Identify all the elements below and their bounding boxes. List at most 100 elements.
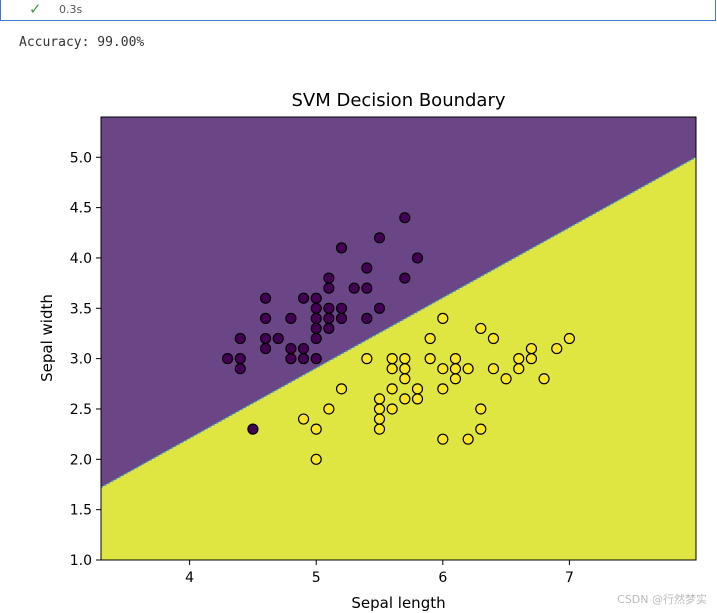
data-point-class-1: [297, 413, 310, 425]
y-tick-label: 1.5: [70, 503, 92, 519]
data-point-class-1: [437, 363, 449, 375]
data-point-class-1: [335, 383, 348, 395]
data-point-class-1: [411, 393, 424, 405]
decision-boundary-line: [101, 156, 696, 489]
svm-decision-chart: SVM Decision Boundary 4 5 6 7 1.0 1.5 2.0 2.5 3…: [38, 90, 697, 612]
check-icon: ✓: [29, 0, 42, 18]
data-point-class-1: [513, 363, 525, 375]
data-point-class-0: [285, 353, 297, 365]
y-axis: 1.0 1.5 2.0 2.5 3.0 3.5 4.0 4.5 5.0: [70, 150, 101, 569]
x-axis: 4 5 6 7: [185, 560, 574, 586]
x-axis-label: Sepal length: [351, 594, 445, 612]
data-point-class-1: [424, 353, 436, 365]
data-point-class-0: [323, 282, 335, 294]
cell-status-bar: ✓ 0.3s: [0, 0, 716, 21]
data-point-class-0: [247, 423, 259, 435]
scatter-points: [221, 212, 576, 465]
data-point-class-0: [285, 312, 297, 324]
data-point-class-0: [361, 282, 373, 294]
data-point-class-1: [386, 383, 398, 395]
data-point-class-1: [551, 342, 563, 355]
y-tick-label: 5.0: [70, 150, 92, 166]
x-tick-label: 5: [312, 570, 321, 586]
x-tick-label: 6: [438, 570, 447, 586]
data-point-class-1: [449, 353, 462, 365]
data-point-class-0: [348, 282, 360, 294]
data-point-class-1: [411, 383, 424, 395]
data-point-class-1: [462, 363, 474, 375]
data-point-class-0: [335, 312, 348, 324]
data-point-class-1: [424, 332, 436, 345]
data-point-class-0: [272, 332, 284, 345]
accuracy-output: Accuracy: 99.00%: [19, 35, 145, 50]
data-point-class-0: [297, 342, 310, 355]
data-point-class-1: [386, 363, 398, 375]
data-point-class-0: [399, 212, 411, 224]
data-point-class-1: [310, 423, 322, 435]
data-point-class-0: [221, 353, 234, 365]
data-point-class-0: [297, 353, 310, 365]
data-point-class-0: [259, 332, 272, 345]
y-tick-label: 3.0: [70, 352, 92, 368]
data-point-class-0: [310, 312, 322, 324]
data-point-class-1: [462, 433, 474, 445]
data-point-class-0: [323, 322, 335, 335]
y-tick-label: 4.0: [70, 251, 92, 267]
data-point-class-1: [399, 353, 411, 365]
data-point-class-0: [323, 272, 335, 284]
data-point-class-1: [487, 332, 500, 345]
data-point-class-0: [285, 342, 297, 355]
data-point-class-1: [513, 353, 525, 365]
data-point-class-1: [437, 312, 449, 324]
y-tick-label: 2.5: [70, 402, 92, 418]
data-point-class-0: [399, 272, 411, 284]
data-point-class-0: [373, 232, 386, 244]
data-point-class-1: [475, 423, 487, 435]
data-point-class-1: [386, 403, 398, 415]
data-point-class-1: [563, 332, 576, 345]
data-point-class-1: [399, 373, 411, 385]
x-tick-label: 4: [185, 570, 194, 586]
data-point-class-1: [449, 363, 462, 375]
data-point-class-1: [373, 423, 386, 435]
data-point-class-1: [500, 373, 512, 385]
data-point-class-1: [399, 393, 411, 405]
data-point-class-0: [259, 292, 272, 304]
data-point-class-1: [373, 413, 386, 425]
execution-time: 0.3s: [59, 3, 83, 16]
region-class-0: [101, 117, 696, 488]
data-point-class-0: [259, 342, 272, 355]
data-point-class-0: [297, 292, 310, 304]
data-point-class-1: [386, 353, 398, 365]
data-point-class-0: [411, 252, 424, 264]
plot-area: [101, 117, 696, 560]
y-axis-label: Sepal width: [38, 294, 56, 382]
y-tick-label: 4.5: [70, 201, 92, 217]
data-point-class-1: [310, 453, 322, 465]
watermark: CSDN @行然梦实: [617, 593, 707, 606]
data-point-class-0: [335, 242, 348, 254]
data-point-class-1: [538, 373, 550, 385]
data-point-class-1: [487, 363, 500, 375]
data-point-class-0: [259, 312, 272, 324]
data-point-class-1: [437, 383, 449, 395]
data-point-class-0: [310, 302, 322, 314]
data-point-class-1: [373, 403, 386, 415]
y-tick-label: 1.0: [70, 553, 92, 569]
data-point-class-1: [449, 373, 462, 385]
data-point-class-0: [310, 332, 322, 345]
data-point-class-1: [475, 403, 487, 415]
region-class-1: [101, 157, 696, 560]
data-point-class-1: [323, 403, 335, 415]
y-tick-label: 2.0: [70, 452, 92, 468]
data-point-class-0: [323, 302, 335, 314]
data-point-class-0: [361, 312, 373, 324]
data-point-class-0: [310, 353, 322, 365]
data-point-class-0: [335, 302, 348, 314]
data-point-class-0: [323, 312, 335, 324]
chart-title: SVM Decision Boundary: [291, 90, 505, 111]
x-tick-label: 7: [565, 570, 574, 586]
plot-frame: [100, 116, 697, 561]
data-point-class-1: [399, 363, 411, 375]
data-point-class-0: [361, 262, 373, 274]
